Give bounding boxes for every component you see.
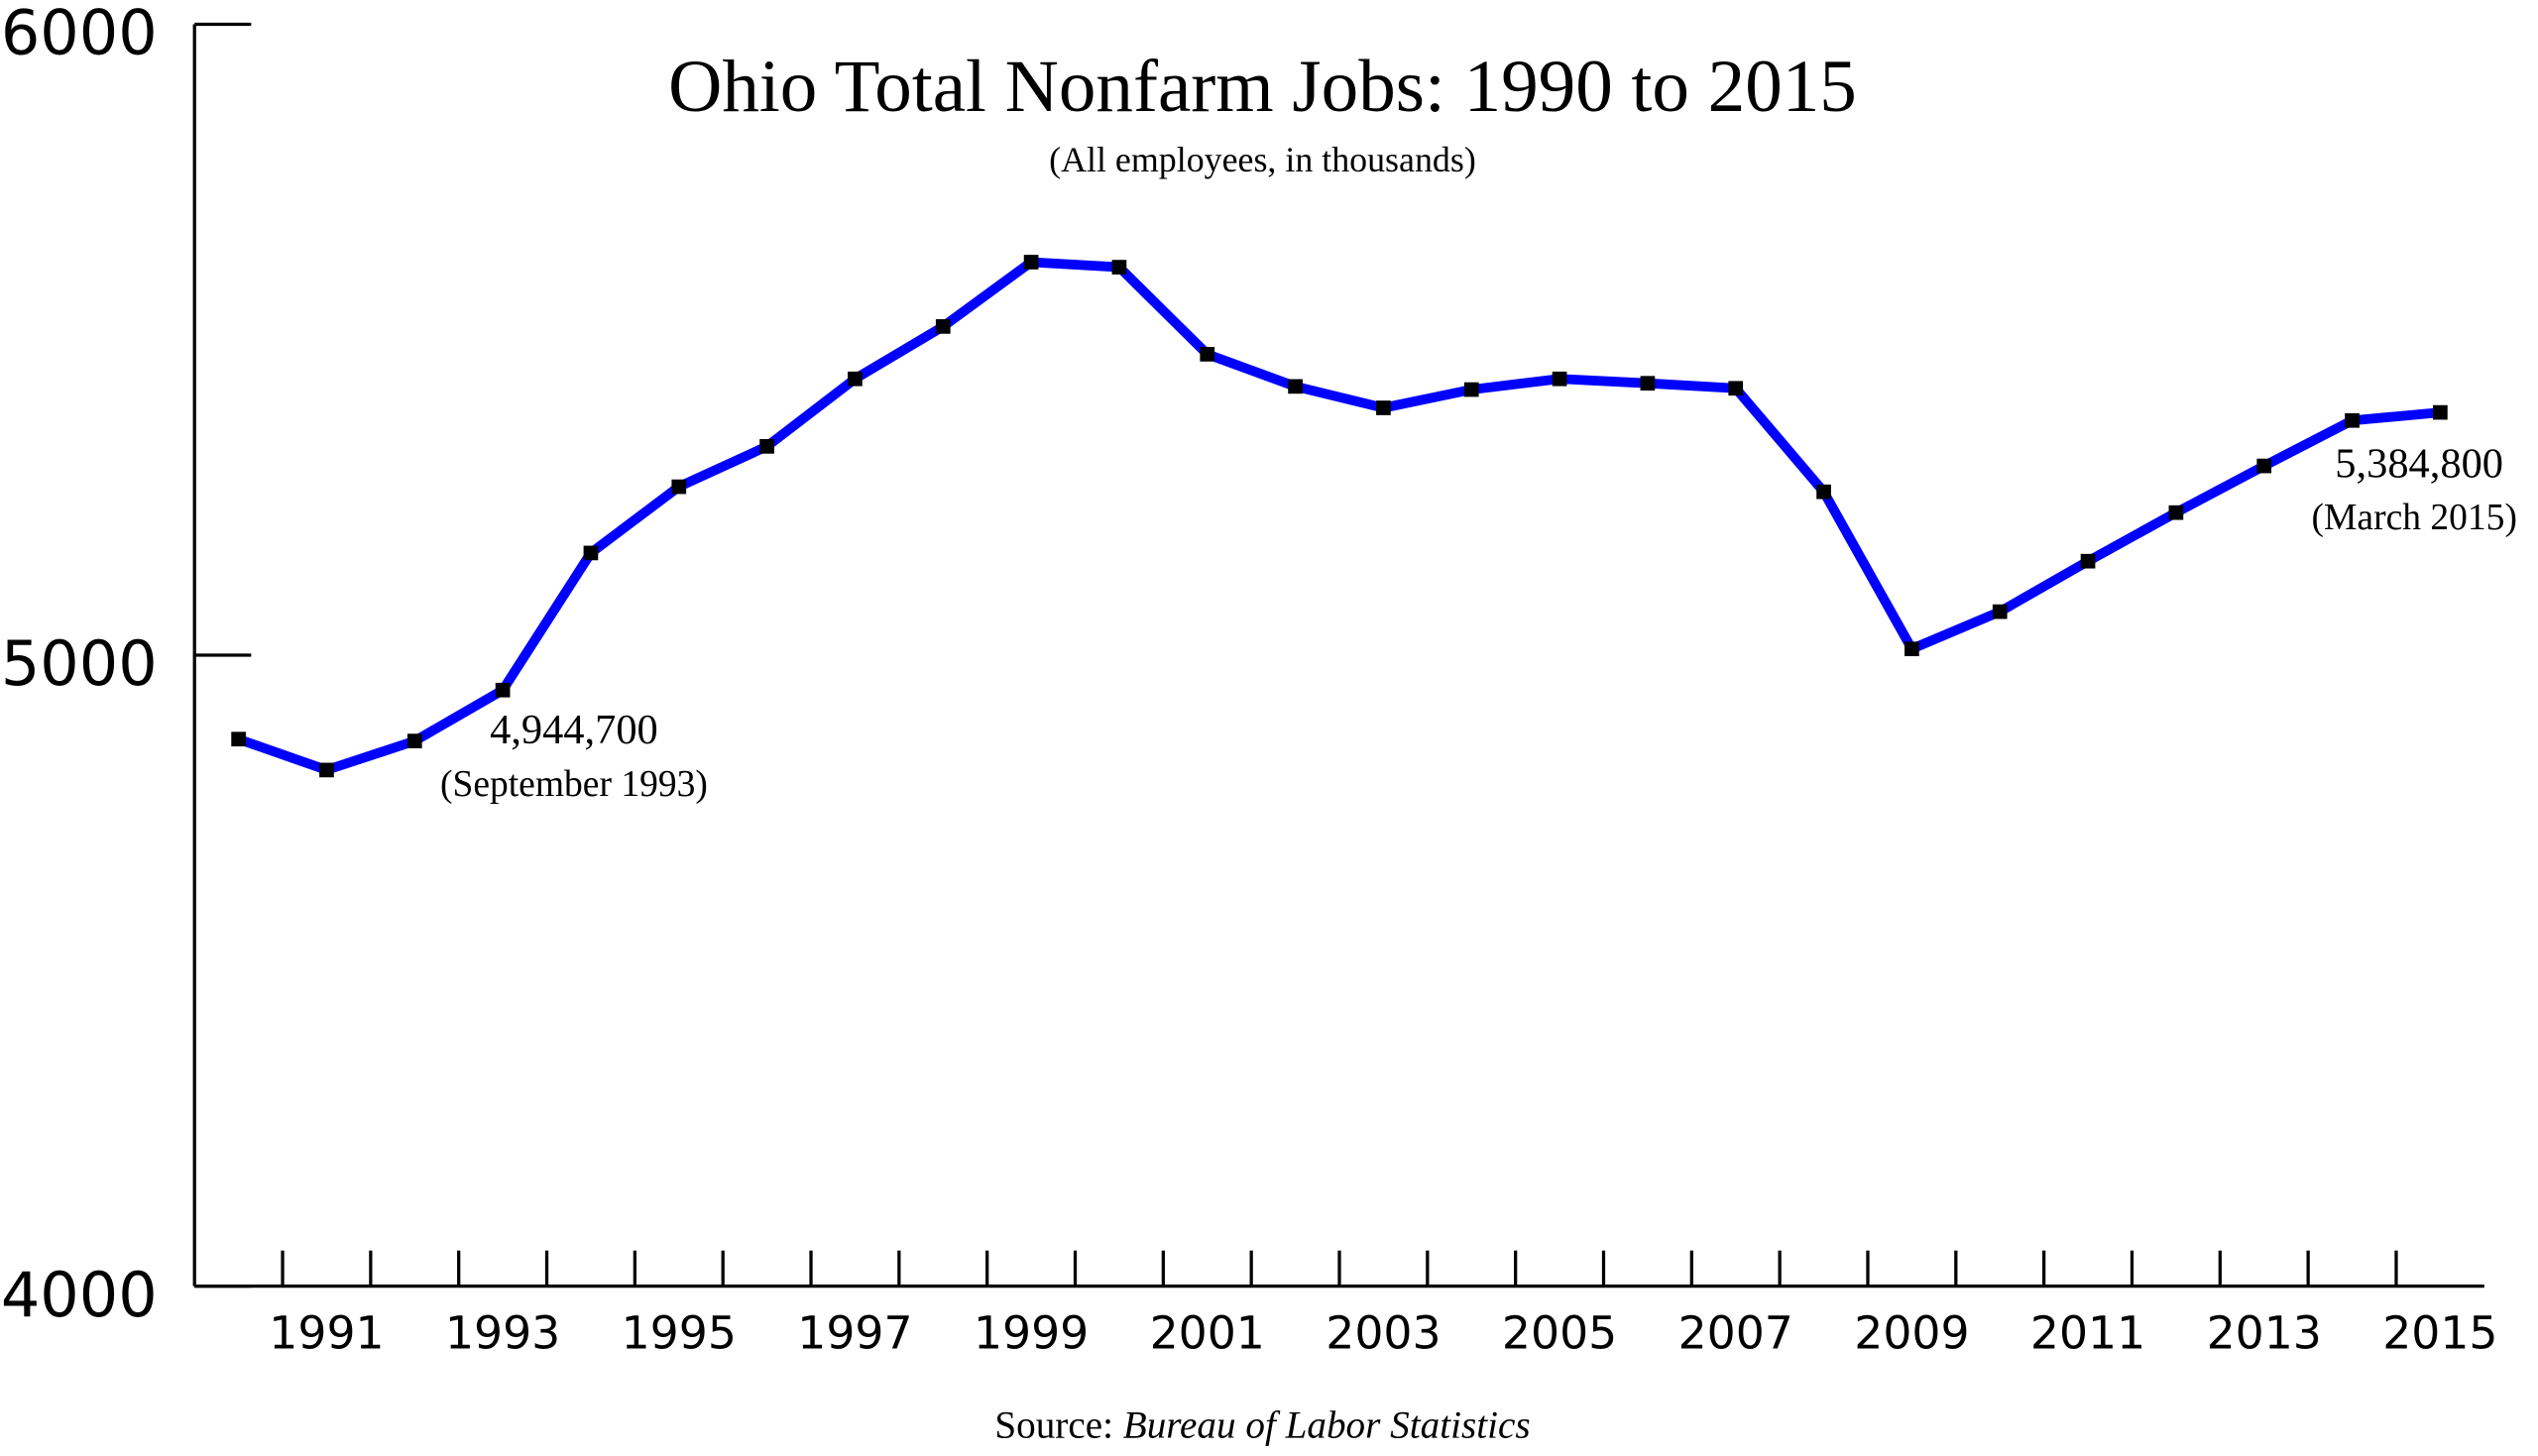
x-tick-label: 2007 [1678,1307,1793,1360]
data-point [406,733,422,748]
data-point [2168,504,2184,520]
data-point [848,371,863,387]
data-point [1463,382,1479,397]
data-point [1023,255,1039,270]
data-point [1552,371,1567,387]
data-point [2345,412,2360,428]
data-point [1904,641,1919,657]
x-tick-label: 1991 [269,1307,384,1360]
x-tick-label: 1997 [797,1307,912,1360]
value-label: 4,944,700 [490,707,658,753]
y-tick-label: 4000 [1,1259,158,1331]
y-tick-label: 5000 [1,627,158,700]
x-tick-label: 1995 [622,1307,737,1360]
source: Source: Bureau of Labor Statistics [994,1403,1530,1446]
data-point [319,762,334,778]
data-point [1200,347,1215,362]
data-point [2433,404,2448,420]
data-point [1288,379,1303,394]
data-point [759,439,774,454]
annotation: (March 2015) [2312,498,2517,538]
annotation: (September 1993) [440,764,708,805]
data-point [1640,376,1656,392]
source-name: Bureau of Labor Statistics [1123,1403,1531,1446]
data-point [1728,381,1744,396]
data-point [2080,553,2096,569]
data-point [2256,458,2272,474]
data-point [671,479,687,495]
data-point [1376,400,1391,415]
data-point [935,319,951,334]
value-label: 5,384,800 [2335,440,2503,487]
chart-title: Ohio Total Nonfarm Jobs: 1990 to 2015 [668,46,1857,128]
data-point [583,545,599,561]
data-point [231,731,246,747]
data-point [1992,604,2008,619]
x-tick-label: 2005 [1502,1307,1617,1360]
x-tick-label: 2001 [1150,1307,1265,1360]
data-point [1111,260,1127,275]
chart-subtitle: (All employees, in thousands) [1049,140,1476,179]
y-tick-label: 6000 [1,0,158,69]
x-tick-label: 1993 [445,1307,560,1360]
data-point [495,682,511,698]
x-tick-label: 2013 [2207,1307,2322,1360]
x-tick-label: 2015 [2382,1307,2497,1360]
data-point [1816,484,1831,500]
x-tick-label: 2003 [1326,1307,1441,1360]
x-tick-label: 1999 [974,1307,1089,1360]
x-tick-label: 2011 [2030,1307,2145,1360]
x-tick-label: 2009 [1854,1307,1969,1360]
data-line [236,257,2441,775]
source-prefix: Source: [994,1403,1113,1446]
